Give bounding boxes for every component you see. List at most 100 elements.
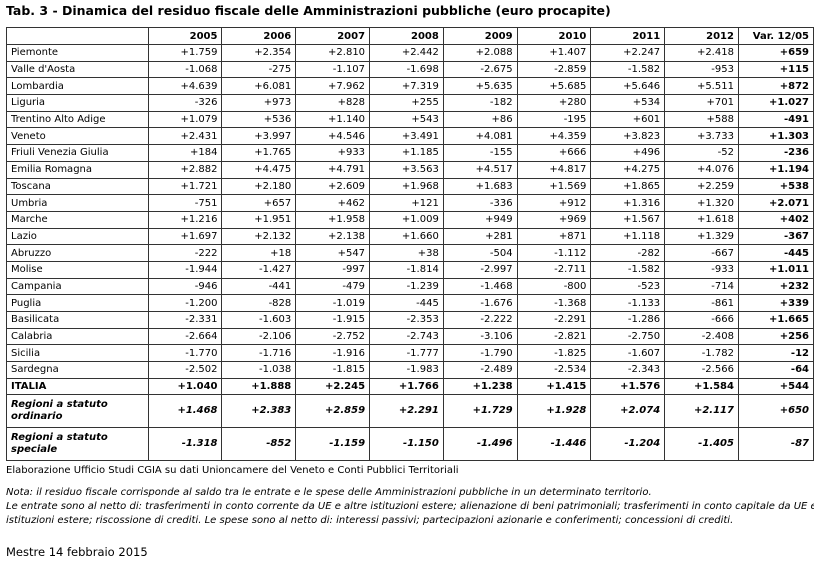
cell: +1.576 [590, 377, 666, 396]
cell: -275 [221, 60, 297, 79]
cell: -2.664 [147, 327, 223, 346]
cell: +2.431 [147, 127, 223, 146]
cell: +1.415 [516, 377, 592, 396]
table-row: Sardegna -2.502 -1.038 -1.815 -1.983 -2.489 -2… [6, 361, 814, 379]
cell: +38 [369, 244, 444, 262]
cell: -1.150 [369, 427, 444, 462]
cell: +912 [516, 194, 592, 212]
cell: +2.418 [664, 44, 739, 62]
row-label: Calabria [6, 327, 149, 346]
cell: +255 [369, 94, 444, 112]
cell: -800 [516, 277, 592, 296]
table-row: Lombardia +4.639 +6.081 +7.962 +7.319 +5.635 +… [6, 77, 814, 96]
table-row: Sicilia -1.770 -1.716 -1.916 -1.777 -1.790 -1.… [6, 344, 814, 363]
cell: +1.118 [590, 227, 666, 246]
cell: +650 [737, 394, 814, 429]
cell: -1.368 [516, 294, 592, 312]
cell: +1.766 [369, 377, 444, 396]
cell: +543 [369, 110, 444, 129]
cell: +2.071 [737, 194, 814, 212]
cell: +872 [737, 77, 814, 96]
cell: -1.698 [369, 60, 444, 79]
cell: +534 [590, 94, 666, 112]
cell: +4.546 [295, 127, 371, 146]
cell: +7.319 [369, 77, 444, 96]
cell: +3.823 [590, 127, 666, 146]
cell: +2.859 [295, 394, 371, 429]
cell: -12 [737, 344, 814, 363]
table-row: Veneto +2.431 +3.997 +4.546 +3.491 +4.081 +4.3… [6, 127, 814, 146]
table-row: Campania -946 -441 -479 -1.239 -1.468 -800 -523… [6, 277, 814, 296]
cell: +121 [369, 194, 444, 212]
cell: -2.291 [516, 311, 592, 329]
cell: -523 [590, 277, 666, 296]
cell: -2.711 [516, 260, 592, 279]
cell: +1.968 [369, 177, 444, 196]
table-row: Piemonte +1.759 +2.354 +2.810 +2.442 +2.088 +1… [6, 44, 814, 62]
cell: -1.790 [442, 344, 518, 363]
cell: +949 [442, 210, 518, 229]
cell: -182 [442, 94, 518, 112]
table-row: Lazio +1.697 +2.132 +2.138 +1.660 +281 +871 +1.… [6, 227, 814, 246]
table-row: Puglia -1.200 -828 -1.019 -445 -1.676 -1.368 -1… [6, 294, 814, 312]
cell: -1.944 [147, 260, 223, 279]
table-row: Valle d'Aosta -1.068 -275 -1.107 -1.698 -2.67… [6, 60, 814, 79]
header-cell: 2011 [590, 27, 666, 45]
cell: -445 [369, 294, 444, 312]
cell: +1.697 [147, 227, 223, 246]
cell: -1.983 [369, 361, 444, 379]
cell: -1.607 [590, 344, 666, 363]
cell: +496 [590, 144, 666, 162]
cell: +3.733 [664, 127, 739, 146]
row-label: Lazio [6, 227, 149, 246]
cell: +2.247 [590, 44, 666, 62]
cell: -1.496 [442, 427, 518, 462]
note-line: istituzioni estere; riscossione di credi… [6, 515, 734, 526]
cell: -714 [664, 277, 739, 296]
cell: +1.683 [442, 177, 518, 196]
table-row: Toscana +1.721 +2.180 +2.609 +1.968 +1.683 +1.… [6, 177, 814, 196]
table-row: Trentino Alto Adige +1.079 +536 +1.140 +543 +… [6, 110, 814, 129]
cell: -1.204 [590, 427, 666, 462]
cell: -479 [295, 277, 371, 296]
cell: -1.777 [369, 344, 444, 363]
cell: +281 [442, 227, 518, 246]
cell: +339 [737, 294, 814, 312]
cell: -751 [147, 194, 223, 212]
cell: -828 [221, 294, 297, 312]
table-row: Calabria -2.664 -2.106 -2.752 -2.743 -3.106 -2… [6, 327, 814, 346]
cell: +538 [737, 177, 814, 196]
cell: +1.928 [516, 394, 592, 429]
table-row: Molise -1.944 -1.427 -997 -1.814 -2.997 -2.711… [6, 260, 814, 279]
row-label: Regioni a statuto ordinario [6, 394, 149, 429]
cell: -933 [664, 260, 739, 279]
source: Elaborazione Ufficio Studi CGIA su dati … [6, 465, 459, 476]
cell: +1.140 [295, 110, 371, 129]
cell: +1.865 [590, 177, 666, 196]
cell: -504 [442, 244, 518, 262]
title: Tab. 3 - Dinamica del residuo fiscale de… [6, 3, 611, 18]
cell: +1.468 [147, 394, 223, 429]
cell: -2.675 [442, 60, 518, 79]
table: 2005 2006 2007 2008 2009 2010 2011 2012 Var. 12/… [6, 27, 814, 462]
cell: -1.159 [295, 427, 371, 462]
cell: +115 [737, 60, 814, 79]
cell: -1.318 [147, 427, 223, 462]
cell: +544 [737, 377, 814, 396]
table-row: Liguria -326 +973 +828 +255 -182 +280 +534 +701 +… [6, 94, 814, 112]
cell: -666 [664, 311, 739, 329]
cell: -2.408 [664, 327, 739, 346]
cell: +1.567 [590, 210, 666, 229]
cell: -445 [737, 244, 814, 262]
cell: +5.635 [442, 77, 518, 96]
row-label: Campania [6, 277, 149, 296]
cell: -1.405 [664, 427, 739, 462]
row-label: Toscana [6, 177, 149, 196]
cell: -282 [590, 244, 666, 262]
cell: -491 [737, 110, 814, 129]
row-label: Piemonte [6, 44, 149, 62]
cell: -1.446 [516, 427, 592, 462]
cell: -667 [664, 244, 739, 262]
cell: +7.962 [295, 77, 371, 96]
